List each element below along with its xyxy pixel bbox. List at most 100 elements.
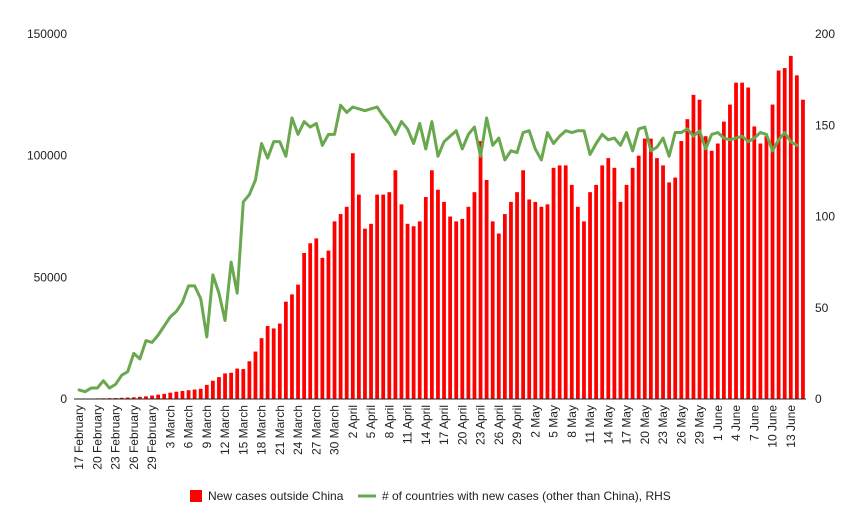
x-tick-label: 14 April bbox=[419, 405, 433, 445]
bar bbox=[740, 82, 745, 400]
bar bbox=[326, 250, 331, 399]
line-point bbox=[625, 131, 628, 134]
bar bbox=[204, 384, 209, 399]
line-point bbox=[594, 142, 598, 145]
bar bbox=[259, 338, 264, 399]
line-point bbox=[613, 136, 616, 140]
bar bbox=[588, 192, 592, 399]
bar bbox=[277, 323, 282, 399]
line-point bbox=[369, 107, 373, 111]
bar bbox=[381, 194, 386, 399]
line-point bbox=[357, 107, 361, 111]
bar bbox=[168, 392, 173, 399]
line-point bbox=[363, 109, 367, 112]
bar bbox=[223, 373, 227, 399]
line-point bbox=[448, 135, 452, 138]
line-point bbox=[132, 352, 135, 355]
line-point bbox=[284, 155, 288, 158]
y-tick-label: 50000 bbox=[34, 270, 68, 284]
line-point bbox=[747, 140, 750, 143]
line-point bbox=[102, 379, 105, 382]
bar bbox=[247, 361, 252, 399]
x-tick-label: 26 May bbox=[674, 405, 688, 444]
x-tick-label: 29 February bbox=[145, 405, 159, 470]
line-point bbox=[534, 147, 537, 151]
line-point bbox=[90, 386, 93, 390]
line-point bbox=[315, 122, 318, 125]
x-tick-label: 20 April bbox=[455, 405, 469, 445]
bar bbox=[137, 396, 142, 399]
line-point bbox=[722, 136, 726, 140]
line-point bbox=[333, 133, 336, 136]
line-point bbox=[138, 357, 142, 361]
bar bbox=[320, 257, 325, 399]
x-tick-label: 14 May bbox=[601, 405, 615, 444]
line-point bbox=[211, 273, 215, 277]
x-tick-label: 12 March bbox=[218, 405, 232, 455]
line-point bbox=[163, 324, 166, 328]
line-point bbox=[710, 133, 713, 136]
line-point bbox=[424, 147, 427, 151]
line-point bbox=[455, 129, 458, 132]
x-tick-label: 7 June bbox=[747, 405, 761, 441]
line-point bbox=[382, 114, 385, 118]
line-point bbox=[339, 103, 342, 107]
bar bbox=[290, 294, 294, 399]
line-point bbox=[187, 284, 190, 288]
line-point bbox=[528, 129, 531, 132]
bar bbox=[332, 221, 337, 399]
line-point bbox=[777, 138, 780, 142]
x-tick-label: 29 May bbox=[693, 405, 707, 444]
bar bbox=[180, 390, 185, 399]
line-point bbox=[716, 131, 719, 134]
bar bbox=[417, 221, 422, 399]
line-point bbox=[150, 341, 154, 344]
line-point bbox=[260, 142, 263, 145]
bar bbox=[691, 94, 696, 399]
x-tick-label: 26 February bbox=[127, 405, 141, 470]
x-tick-label: 11 April bbox=[401, 405, 415, 444]
bar bbox=[174, 391, 179, 399]
line-point bbox=[509, 149, 513, 152]
line-point bbox=[753, 136, 756, 140]
bar bbox=[387, 192, 392, 399]
line-point bbox=[242, 200, 245, 204]
bar bbox=[746, 87, 751, 399]
bar bbox=[764, 136, 769, 399]
bar bbox=[448, 216, 453, 399]
line-point bbox=[229, 260, 233, 264]
bar bbox=[496, 233, 501, 399]
line-point bbox=[686, 127, 689, 131]
line-point bbox=[412, 142, 415, 145]
bar bbox=[399, 204, 404, 399]
line-point bbox=[278, 140, 281, 143]
line-point bbox=[120, 374, 123, 377]
bar bbox=[478, 141, 483, 399]
line-point bbox=[473, 125, 476, 129]
bar bbox=[801, 99, 805, 399]
x-tick-label: 8 May bbox=[565, 405, 579, 438]
line-point bbox=[375, 105, 379, 109]
bar bbox=[350, 153, 355, 399]
line-point bbox=[570, 131, 573, 134]
x-tick-label: 5 April bbox=[364, 405, 378, 438]
bar bbox=[788, 55, 793, 400]
bar bbox=[752, 126, 757, 399]
line-point bbox=[181, 301, 184, 304]
bar bbox=[661, 165, 665, 399]
x-tick-label: 11 May bbox=[583, 405, 597, 443]
line-point bbox=[704, 147, 707, 151]
line-point bbox=[199, 297, 202, 300]
x-tick-label: 20 February bbox=[90, 405, 104, 470]
line-point bbox=[302, 120, 306, 123]
line-point bbox=[327, 133, 330, 136]
line-point bbox=[248, 193, 251, 196]
bar bbox=[472, 192, 477, 399]
line-point bbox=[619, 144, 622, 147]
bar bbox=[734, 82, 738, 400]
bar bbox=[673, 177, 678, 399]
line-point bbox=[290, 116, 294, 120]
bar bbox=[709, 150, 714, 399]
x-tick-label: 8 April bbox=[382, 405, 396, 438]
line-point bbox=[637, 127, 640, 131]
